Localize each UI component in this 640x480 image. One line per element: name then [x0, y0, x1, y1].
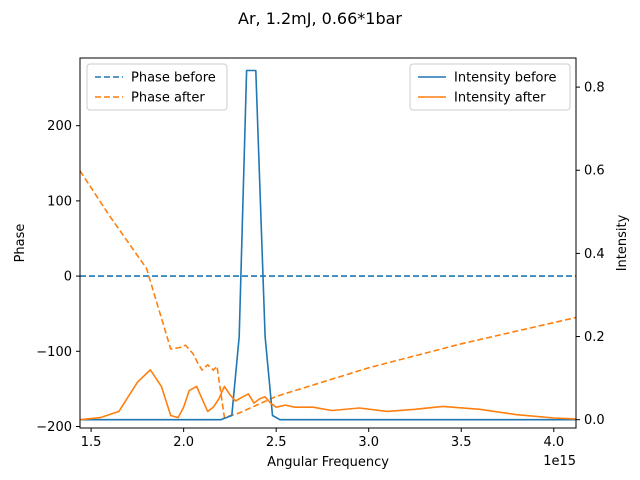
x-tick-label: 1.5	[81, 435, 102, 450]
left-axis-label: Phase	[13, 224, 28, 263]
legend-phase: Phase before Phase after	[86, 63, 228, 111]
x-tick-label: 3.5	[451, 435, 472, 450]
right-tick-label: 0.4	[584, 247, 605, 262]
x-tick-label: 2.5	[266, 435, 287, 450]
left-tick-label: 100	[47, 194, 72, 209]
plot-frame	[79, 57, 577, 429]
x-tick-label: 3.0	[358, 435, 379, 450]
left-tick-label: −100	[36, 345, 72, 360]
series-line-intensity-before	[80, 69, 576, 421]
right-axis-ticks: 0.0 0.2 0.4 0.6 0.8	[576, 81, 605, 428]
legend-intensity: Intensity before Intensity after	[409, 63, 571, 111]
plot-lines	[80, 69, 576, 421]
chart-title: Ar, 1.2mJ, 0.66*1bar	[238, 9, 402, 28]
left-axis-ticks: −200 −100 0 100 200	[36, 119, 80, 435]
legend-entry: Phase after	[131, 91, 205, 106]
x-axis-ticks: 1.5 2.0 2.5 3.0 3.5 4.0	[81, 428, 564, 450]
left-tick-label: 0	[64, 270, 72, 285]
x-tick-label: 4.0	[543, 435, 564, 450]
right-tick-label: 0.8	[584, 81, 605, 96]
legend-entry: Phase before	[131, 71, 216, 86]
legend-entry: Intensity after	[454, 91, 546, 106]
right-tick-label: 0.0	[584, 413, 605, 428]
series-line-intensity-after	[80, 368, 576, 421]
x-tick-label: 2.0	[173, 435, 194, 450]
legend-entry: Intensity before	[454, 71, 557, 86]
left-tick-label: 200	[47, 119, 72, 134]
legend-box	[409, 63, 571, 111]
left-tick-label: −200	[36, 420, 72, 435]
series-line-phase-after	[80, 170, 576, 419]
x-axis-label: Angular Frequency	[267, 455, 389, 470]
x-axis-offset-label: 1e15	[543, 454, 576, 469]
right-tick-label: 0.2	[584, 330, 605, 345]
right-axis-label: Intensity	[615, 214, 630, 271]
legend-box	[86, 63, 228, 111]
right-tick-label: 0.6	[584, 164, 605, 179]
